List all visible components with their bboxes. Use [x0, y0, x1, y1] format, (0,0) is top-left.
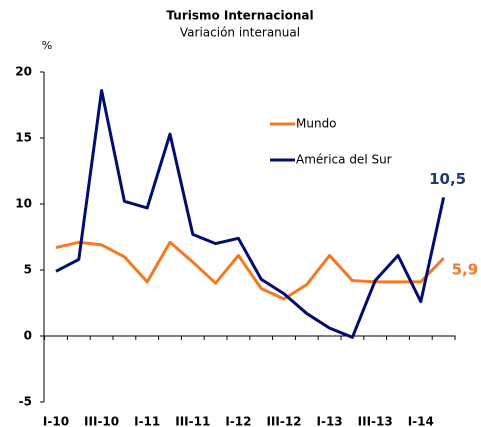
- chart-title: Turismo Internacional: [166, 9, 313, 23]
- x-tick-label: I-12: [225, 415, 251, 427]
- series-line: [55, 240, 445, 301]
- y-unit: %: [42, 39, 52, 52]
- legend-label: América del Sur: [296, 153, 392, 167]
- y-tick-label: -5: [19, 395, 32, 409]
- data-label: 5,9: [452, 261, 479, 279]
- y-tick-label: 15: [15, 131, 32, 145]
- x-tick-label: I-11: [134, 415, 160, 427]
- data-label: 10,5: [429, 170, 466, 188]
- y-tick-label: 5: [24, 263, 32, 277]
- series-line: [55, 88, 446, 339]
- x-tick-label: I-10: [43, 415, 69, 427]
- y-tick-label: 10: [15, 197, 32, 211]
- x-tick-label: III-11: [175, 415, 210, 427]
- x-tick-label: III-12: [266, 415, 301, 427]
- x-tick-label: III-13: [358, 415, 393, 427]
- x-tick-label: I-13: [317, 415, 343, 427]
- x-tick-label: I-14: [408, 415, 434, 427]
- y-tick-label: 20: [15, 65, 32, 79]
- x-tick-label: III-10: [84, 415, 119, 427]
- chart-subtitle: Variación interanual: [180, 26, 300, 40]
- legend-label: Mundo: [296, 117, 337, 131]
- y-tick-label: 0: [24, 329, 32, 343]
